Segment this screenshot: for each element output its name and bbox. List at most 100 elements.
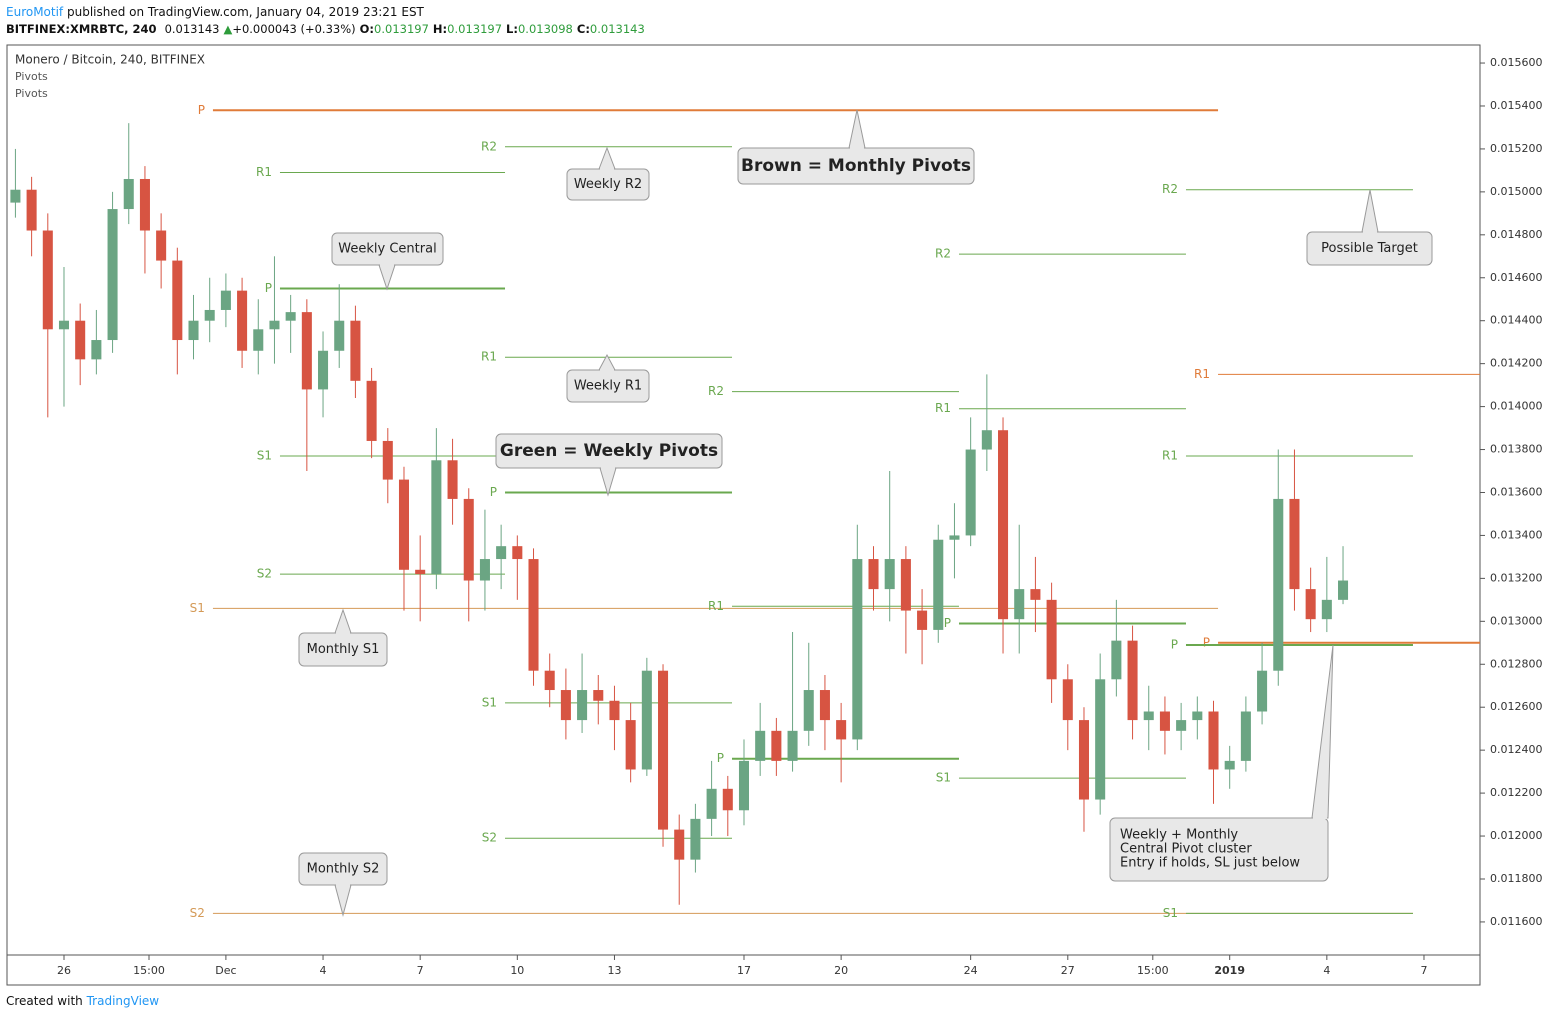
- last: 0.013143: [164, 22, 220, 36]
- candle-body: [91, 340, 102, 360]
- y-tick-label: 0.015200: [1490, 142, 1543, 155]
- y-tick-label: 0.013800: [1490, 443, 1543, 456]
- candle-body: [512, 546, 523, 560]
- candle-body: [107, 209, 118, 341]
- callout: Weekly R2: [566, 146, 650, 201]
- x-tick-label: 4: [1323, 964, 1330, 977]
- pivot-label: S2: [190, 906, 205, 920]
- y-tick-label: 0.013400: [1490, 528, 1543, 541]
- candle-body: [981, 430, 992, 450]
- candle-body: [10, 189, 21, 203]
- h-label: H:: [432, 22, 448, 36]
- h: 0.013197: [447, 22, 503, 36]
- y-tick-label: 0.014000: [1490, 400, 1543, 413]
- pivot-label: P: [717, 751, 724, 765]
- callout-pointer: [378, 264, 396, 291]
- pivot-label: R2: [708, 384, 724, 398]
- header-line-2: BITFINEX:XMRBTC, 240 0.013143 ▲+0.000043…: [6, 22, 645, 36]
- candle-body: [836, 720, 847, 740]
- callout: Weekly R1: [566, 353, 650, 403]
- candle-body: [1143, 711, 1154, 721]
- callout: Weekly Central: [331, 232, 444, 291]
- x-tick-label: 7: [417, 964, 424, 977]
- candle-body: [1273, 498, 1284, 671]
- callout-pointer: [334, 608, 352, 634]
- y-tick-label: 0.012000: [1490, 829, 1543, 842]
- pivot-label: P: [490, 485, 497, 499]
- change: +0.000043 (+0.33%): [232, 22, 356, 36]
- candle-body: [1176, 720, 1187, 731]
- candle-body: [285, 312, 296, 321]
- candle-body: [1095, 679, 1106, 800]
- callout-pointer: [848, 109, 866, 149]
- y-tick-label: 0.012600: [1490, 700, 1543, 713]
- symbol: BITFINEX:XMRBTC, 240: [6, 22, 157, 36]
- candle-body: [123, 178, 134, 210]
- x-tick-label: 15:00: [133, 964, 165, 977]
- pivot-label: S1: [257, 448, 272, 462]
- brand[interactable]: TradingView: [86, 994, 160, 1008]
- pivot-label: S2: [257, 567, 272, 581]
- candle-body: [868, 559, 879, 590]
- callout: Brown = Monthly Pivots: [737, 109, 975, 185]
- o: 0.013197: [374, 22, 429, 36]
- author[interactable]: EuroMotif: [6, 5, 64, 19]
- pivot-label: R2: [481, 139, 497, 153]
- pivot-label: P: [944, 616, 951, 630]
- pivot-label: S1: [936, 771, 951, 785]
- candle-body: [1192, 711, 1203, 721]
- candle-body: [1338, 580, 1349, 600]
- x-tick-label: 7: [1420, 964, 1427, 977]
- callout-box: [1109, 817, 1329, 882]
- candle-body: [544, 670, 555, 691]
- callout-pointer: [1361, 189, 1379, 233]
- candle-body: [852, 559, 863, 740]
- candle-body: [1305, 589, 1316, 620]
- callout-text: Weekly + Monthly: [1120, 828, 1238, 843]
- indicator: Pivots: [15, 70, 48, 83]
- candle-body: [334, 320, 345, 351]
- candle-body: [560, 690, 571, 721]
- c-label: C:: [576, 22, 590, 36]
- y-tick-label: 0.014600: [1490, 271, 1543, 284]
- pivot-label: P: [265, 281, 272, 295]
- y-tick-label: 0.011600: [1490, 915, 1543, 928]
- candle-body: [479, 559, 490, 581]
- candle-body: [998, 430, 1009, 620]
- candle-body: [722, 788, 733, 811]
- candle-body: [58, 320, 70, 330]
- candle-body: [1240, 711, 1251, 761]
- pivot-label: P: [1171, 637, 1178, 651]
- candle-body: [577, 690, 588, 721]
- callout-pointer: [598, 146, 616, 170]
- candle-body: [641, 670, 652, 770]
- pivot-label: R1: [935, 401, 951, 415]
- y-tick-label: 0.015600: [1490, 56, 1543, 69]
- candle-body: [204, 309, 215, 321]
- candle-body: [398, 479, 410, 570]
- candle-body: [1321, 599, 1332, 620]
- x-tick-label: 27: [1061, 964, 1075, 977]
- callout-text: Weekly R2: [574, 177, 642, 192]
- pivot-label: P: [198, 103, 205, 117]
- x-tick-label: 4: [320, 964, 327, 977]
- candle-body: [1046, 599, 1057, 680]
- candle-body: [1257, 670, 1268, 712]
- created: Created with: [6, 994, 83, 1008]
- candle-body: [658, 670, 669, 830]
- pivot-label: R1: [708, 599, 724, 613]
- candle-body: [1208, 711, 1219, 770]
- y-tick-label: 0.012400: [1490, 743, 1543, 756]
- x-tick-label: 24: [964, 964, 978, 977]
- footer: Created with TradingView: [6, 994, 159, 1008]
- callout-pointer: [599, 467, 617, 497]
- y-tick-label: 0.015000: [1490, 185, 1543, 198]
- pivot-label: R1: [481, 350, 497, 364]
- pivot-label: R1: [1194, 367, 1210, 381]
- chart-title: Monero / Bitcoin, 240, BITFINEX: [15, 53, 205, 67]
- x-tick-label: 20: [834, 964, 848, 977]
- candle-body: [706, 788, 717, 819]
- y-tick-label: 0.012800: [1490, 657, 1543, 670]
- candle-body: [301, 312, 312, 390]
